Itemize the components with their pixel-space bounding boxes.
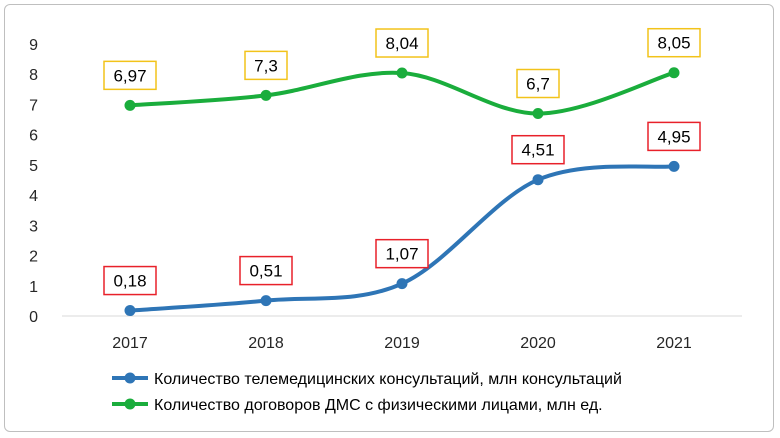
- data-label-box: [244, 50, 288, 81]
- y-tick-label: 0: [29, 309, 38, 326]
- series-group: [124, 67, 680, 317]
- series-1-point: [668, 160, 680, 172]
- x-axis-ticks: 2017 2018 2019 2020 2021: [112, 335, 692, 352]
- data-label: 6,97: [113, 66, 146, 85]
- series-2-point: [396, 67, 408, 79]
- data-label-box: [375, 28, 429, 58]
- data-label-box: [516, 68, 560, 99]
- y-tick-label: 9: [29, 37, 38, 54]
- data-label: 0,18: [113, 272, 146, 291]
- series-1-point: [260, 295, 272, 307]
- legend-swatch-marker: [124, 372, 136, 384]
- data-label-box: [647, 27, 701, 58]
- data-label: 4,51: [521, 141, 554, 160]
- series-1-point: [124, 305, 136, 317]
- data-label-box: [647, 121, 701, 152]
- y-tick-label: 7: [29, 97, 38, 114]
- y-tick-label: 3: [29, 218, 38, 235]
- x-tick-label: 2017: [112, 335, 148, 352]
- data-label: 4,95: [657, 127, 690, 146]
- legend: Количество телемедицинских консультаций,…: [112, 371, 622, 414]
- legend-entry-label: Количество телемедицинских консультаций,…: [154, 371, 622, 388]
- series-2-point: [532, 108, 544, 120]
- data-label: 8,04: [385, 34, 418, 53]
- data-labels-group: 0,18 0,51 1,07 4,51 4,95 6,97 7,3 8,04 6,7 8,05: [103, 27, 701, 296]
- y-tick-label: 8: [29, 67, 38, 84]
- x-tick-label: 2021: [656, 335, 692, 352]
- legend-entry-label: Количество договоров ДМС с физическими л…: [154, 397, 603, 414]
- series-2-point: [668, 67, 680, 79]
- y-axis-ticks: 0 1 2 3 4 5 6 7 8 9: [29, 37, 38, 326]
- series-2-point: [124, 99, 136, 111]
- series-1-point: [532, 174, 544, 186]
- series-line-2: [128, 70, 676, 116]
- data-label: 8,05: [657, 34, 690, 53]
- x-tick-label: 2018: [248, 335, 284, 352]
- chart-frame: [4, 4, 774, 432]
- x-tick-label: 2019: [384, 335, 420, 352]
- y-tick-label: 5: [29, 158, 38, 175]
- series-2-point: [260, 89, 272, 101]
- y-tick-label: 4: [29, 188, 38, 205]
- data-label-box: [375, 238, 429, 269]
- data-label-box: [103, 60, 157, 91]
- series-1-point: [396, 278, 408, 290]
- y-tick-label: 1: [29, 279, 38, 296]
- data-label-box: [511, 134, 565, 165]
- x-tick-label: 2020: [520, 335, 556, 352]
- legend-swatch-marker: [124, 398, 136, 410]
- data-label: 0,51: [249, 262, 282, 281]
- data-label: 6,7: [526, 75, 550, 94]
- data-label-box: [239, 255, 293, 286]
- data-label-box: [103, 265, 157, 296]
- y-tick-label: 6: [29, 128, 38, 145]
- data-label: 1,07: [385, 245, 418, 264]
- y-tick-label: 2: [29, 249, 38, 266]
- data-label: 7,3: [254, 56, 278, 75]
